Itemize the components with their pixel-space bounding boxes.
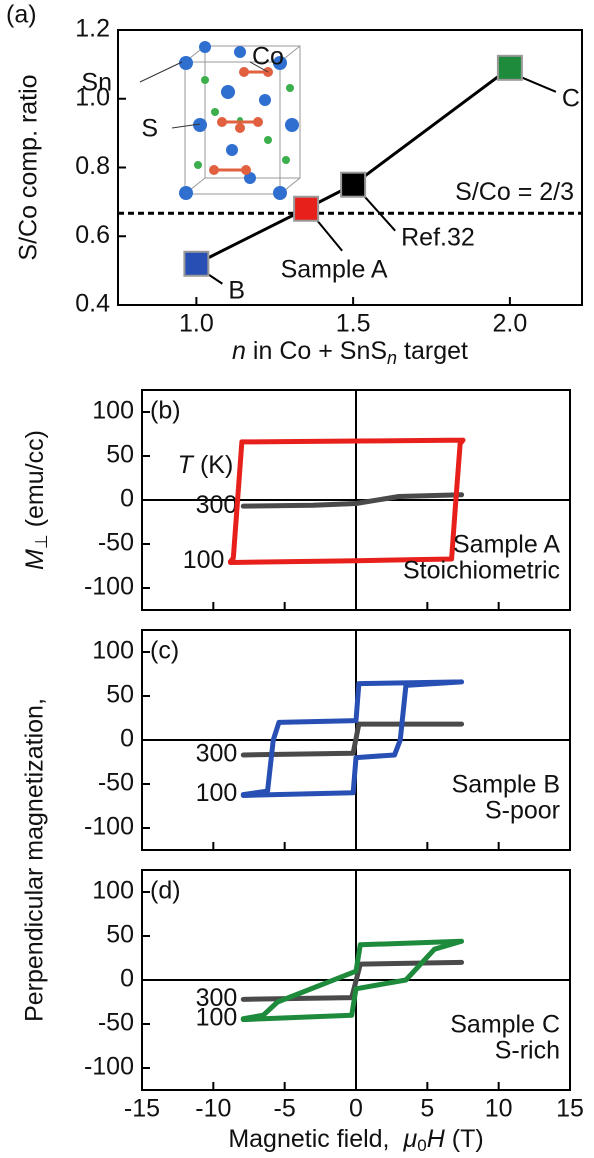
series-label: 300 bbox=[196, 491, 238, 519]
sample-annotation: Stoichiometric bbox=[403, 557, 560, 585]
connecting-line bbox=[195, 66, 511, 266]
x-axis-subscript: 0 bbox=[417, 1136, 426, 1155]
hysteresis-loop bbox=[227, 437, 466, 565]
reference-label: S/Co = 2/3 bbox=[455, 178, 574, 206]
y-tick-label: -50 bbox=[98, 529, 134, 557]
panel-label: (c) bbox=[150, 637, 179, 665]
y-tick-label: -100 bbox=[84, 1053, 134, 1081]
hysteresis-loop bbox=[240, 959, 465, 1002]
x-axis-unit: (T) bbox=[452, 1125, 484, 1153]
y-tick-label: -50 bbox=[98, 1009, 134, 1037]
sample-annotation: Sample C bbox=[450, 1011, 560, 1039]
y-tick-label: 50 bbox=[106, 921, 134, 949]
y-tick-label: 100 bbox=[92, 877, 134, 905]
y-tick-label: -100 bbox=[84, 573, 134, 601]
series-label: 100 bbox=[196, 1003, 238, 1031]
y-tick-label: 100 bbox=[92, 397, 134, 425]
x-axis-text: Magnetic field, bbox=[228, 1125, 389, 1153]
y-axis-label: S/Co comp. ratio bbox=[15, 74, 43, 260]
point-label: C bbox=[562, 84, 580, 112]
y-tick-label: 0 bbox=[120, 485, 134, 513]
y-tick-label: 0.4 bbox=[75, 290, 110, 318]
series-label: 100 bbox=[196, 779, 238, 807]
legend-symbol: T bbox=[178, 451, 195, 479]
x-axis-symbol: μ bbox=[403, 1125, 418, 1153]
x-tick-label: 15 bbox=[556, 1095, 584, 1123]
hysteresis-loop bbox=[240, 492, 465, 509]
y-tick-label: 0 bbox=[120, 965, 134, 993]
inset-label: Co bbox=[252, 43, 284, 71]
x-tick-label: 1.0 bbox=[179, 310, 214, 338]
legend-unit: (K) bbox=[200, 451, 233, 479]
x-axis-var: H bbox=[427, 1125, 446, 1153]
point-label: Ref.32 bbox=[401, 223, 475, 251]
y-tick-label: 1.2 bbox=[75, 15, 110, 43]
x-axis-label: Magnetic field, μ0H (T) bbox=[228, 1125, 483, 1156]
inset-label: Sn bbox=[81, 69, 112, 97]
y-tick-label: 1.0 bbox=[75, 83, 110, 111]
series-label: 100 bbox=[183, 546, 225, 574]
sample-annotation: S-rich bbox=[495, 1037, 560, 1065]
y-tick-label: 0.8 bbox=[75, 152, 110, 180]
leader-line bbox=[517, 74, 557, 93]
y-tick-label: 50 bbox=[106, 441, 134, 469]
x-tick-label: 0 bbox=[349, 1095, 363, 1123]
point-label: B bbox=[228, 276, 245, 304]
x-tick-label: -5 bbox=[274, 1095, 296, 1123]
x-axis-part: n bbox=[387, 348, 397, 368]
sample-annotation: Sample B bbox=[452, 771, 560, 799]
legend-title: T (K) bbox=[178, 451, 234, 479]
marker bbox=[496, 54, 523, 81]
x-tick-label: 1.5 bbox=[336, 310, 371, 338]
x-tick-label: 2.0 bbox=[493, 310, 528, 338]
point-label: Sample A bbox=[281, 255, 388, 283]
y-tick-label: 0.6 bbox=[75, 221, 110, 249]
inset-label: S bbox=[141, 115, 158, 143]
hysteresis-loop bbox=[240, 721, 465, 758]
panel-label: (a) bbox=[6, 1, 37, 29]
marker bbox=[293, 195, 320, 222]
y-axis-label: M⊥ (emu/cc) bbox=[21, 430, 52, 570]
leader-line bbox=[313, 216, 343, 252]
x-axis-part: target bbox=[404, 337, 468, 365]
y-axis-symbol: M bbox=[21, 549, 49, 570]
hysteresis-loop bbox=[240, 679, 465, 798]
marker bbox=[340, 171, 367, 198]
sample-annotation: S-poor bbox=[485, 797, 560, 825]
x-axis-part: n bbox=[232, 337, 246, 365]
hysteresis-loop bbox=[240, 938, 465, 1023]
y-tick-label: -100 bbox=[84, 813, 134, 841]
y-axis-unit: (emu/cc) bbox=[21, 430, 49, 527]
marker bbox=[183, 250, 210, 277]
panel-label: (d) bbox=[150, 877, 181, 905]
x-axis-part: in Co + SnS bbox=[253, 337, 387, 365]
y-tick-label: 100 bbox=[92, 637, 134, 665]
x-tick-label: -10 bbox=[195, 1095, 231, 1123]
x-tick-label: 10 bbox=[485, 1095, 513, 1123]
y-axis-label: Perpendicular magnetization, bbox=[21, 698, 49, 1022]
series-label: 300 bbox=[196, 984, 238, 1012]
sample-annotation: Sample A bbox=[453, 531, 560, 559]
x-tick-label: -15 bbox=[124, 1095, 160, 1123]
x-axis-label: n in Co + SnSn target bbox=[232, 337, 468, 368]
y-axis-subscript: ⊥ bbox=[32, 534, 51, 549]
panel-label: (b) bbox=[150, 397, 181, 425]
crystal-inset bbox=[139, 41, 301, 200]
y-tick-label: -50 bbox=[98, 769, 134, 797]
leader-line bbox=[360, 192, 396, 232]
y-tick-label: 0 bbox=[120, 725, 134, 753]
y-tick-label: 50 bbox=[106, 681, 134, 709]
x-tick-label: 5 bbox=[420, 1095, 434, 1123]
series-label: 300 bbox=[196, 740, 238, 768]
